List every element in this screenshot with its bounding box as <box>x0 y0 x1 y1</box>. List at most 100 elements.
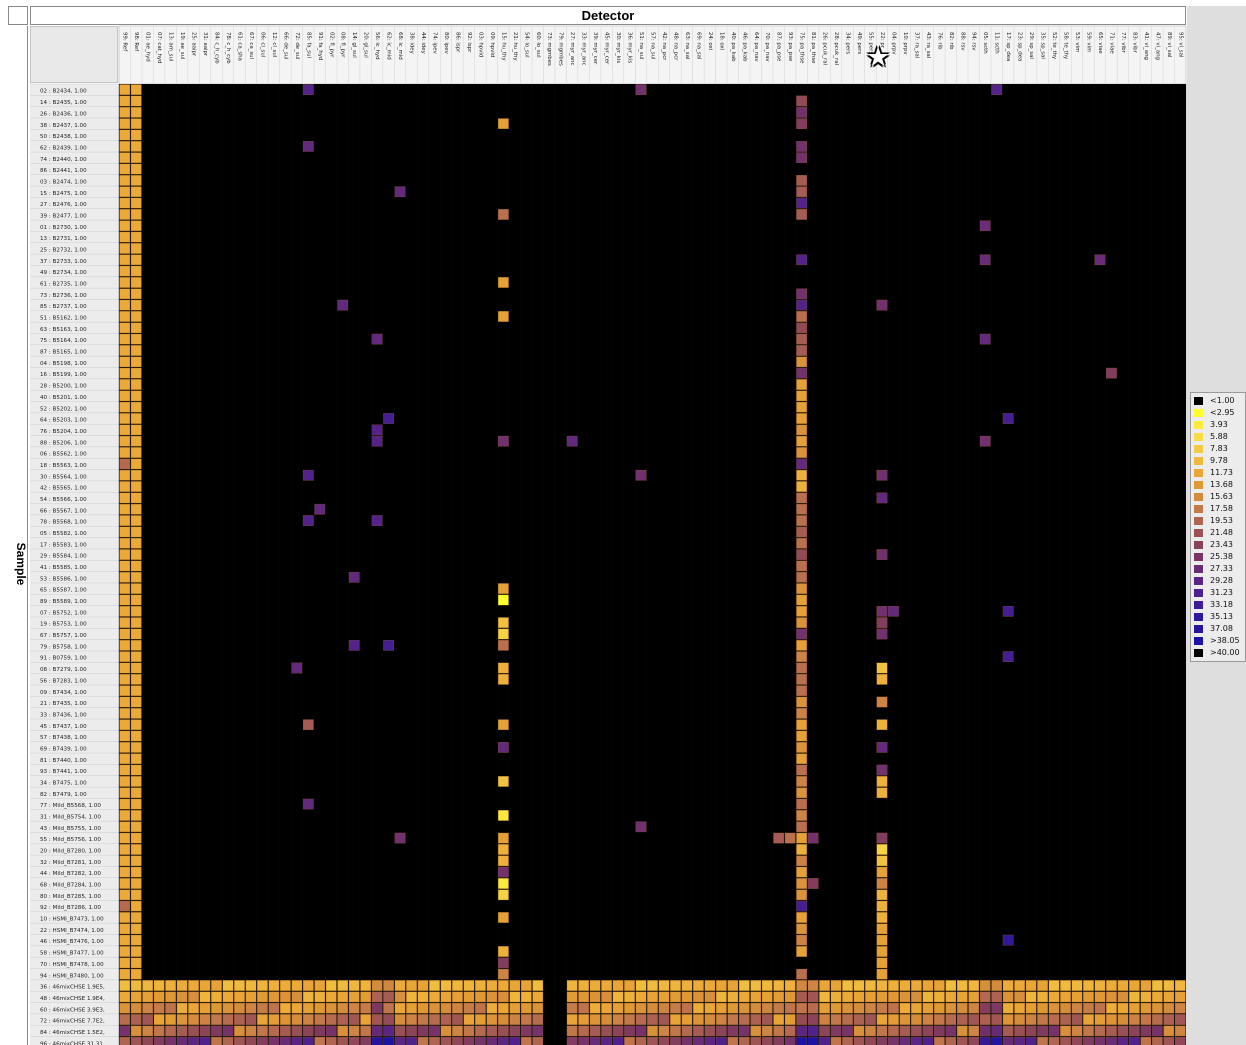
heatmap-cell <box>980 255 990 265</box>
heatmap-cell <box>326 1037 336 1045</box>
heatmap-cell <box>1152 1003 1162 1013</box>
heatmap-cell <box>1060 1026 1070 1036</box>
column-label: 54: lo_sul <box>523 32 529 58</box>
heatmap-cell <box>991 980 1001 990</box>
heatmap-cell <box>1060 992 1070 1002</box>
heatmap-cell <box>188 1003 198 1013</box>
column-label: 79: mgmbes <box>558 32 564 66</box>
heatmap-cell <box>900 1026 910 1036</box>
heatmap-cell <box>315 1037 325 1045</box>
heatmap-cell <box>1083 980 1093 990</box>
legend-entry: <2.95 <box>1194 408 1246 418</box>
heatmap-cell <box>131 1003 141 1013</box>
heatmap-cell <box>498 969 508 979</box>
heatmap-cell <box>372 1026 382 1036</box>
row-label: 53 : B5586, 1.00 <box>40 576 87 582</box>
heatmap-cell <box>796 980 806 990</box>
column-label: 58: te_thy <box>1063 32 1069 60</box>
heatmap-cell <box>796 470 806 480</box>
heatmap-background <box>119 84 1186 1045</box>
heatmap-cell <box>120 198 130 208</box>
heatmap-cell <box>1141 1014 1151 1024</box>
heatmap-cell <box>796 901 806 911</box>
heatmap-cell <box>120 436 130 446</box>
legend-swatch <box>1194 481 1203 489</box>
heatmap-cell <box>120 708 130 718</box>
heatmap-cell <box>315 980 325 990</box>
heatmap-cell <box>636 1003 646 1013</box>
heatmap-cell <box>131 413 141 423</box>
legend-label: <2.95 <box>1210 408 1235 418</box>
heatmap-cell <box>120 946 130 956</box>
legend-swatch <box>1194 469 1203 477</box>
row-label: 88 : B5206, 1.00 <box>40 440 87 446</box>
heatmap-cell <box>131 323 141 333</box>
heatmap-cell <box>1003 935 1013 945</box>
column-label: 25: aaipr <box>191 32 197 57</box>
heatmap-cell <box>796 708 806 718</box>
heatmap-cell <box>498 1026 508 1036</box>
heatmap-cell <box>1049 1014 1059 1024</box>
heatmap-cell <box>854 980 864 990</box>
heatmap-cell <box>796 311 806 321</box>
heatmap-cell <box>796 175 806 185</box>
heatmap-cell <box>441 980 451 990</box>
heatmap-cell <box>877 1026 887 1036</box>
column-label: 98: Ref <box>133 32 139 51</box>
heatmap-cell <box>796 368 806 378</box>
heatmap-cell <box>120 992 130 1002</box>
heatmap-cell <box>234 1003 244 1013</box>
heatmap-cell <box>120 901 130 911</box>
heatmap-cell <box>1106 368 1116 378</box>
heatmap-cell <box>716 992 726 1002</box>
row-label: 89 : B5589, 1.00 <box>40 599 87 605</box>
heatmap-cell <box>785 1026 795 1036</box>
heatmap-cell <box>728 1026 738 1036</box>
legend-entry: >40.00 <box>1194 648 1246 658</box>
heatmap-cell <box>120 878 130 888</box>
legend-label: 19.53 <box>1210 516 1233 526</box>
heatmap-cell <box>877 867 887 877</box>
heatmap-cell <box>131 481 141 491</box>
heatmap-cell <box>131 583 141 593</box>
column-label: 10: prpv <box>902 32 908 55</box>
column-label: 94: rsv <box>971 32 977 51</box>
heatmap-cell <box>796 107 806 117</box>
heatmap-cell <box>475 992 485 1002</box>
heatmap-cell <box>1175 1003 1185 1013</box>
heatmap-cell <box>131 561 141 571</box>
heatmap-cell <box>670 1014 680 1024</box>
heatmap-cell <box>716 1037 726 1045</box>
legend-entry: >38.05 <box>1194 636 1246 646</box>
heatmap-cell <box>888 980 898 990</box>
heatmap-cell <box>716 1014 726 1024</box>
heatmap-cell <box>831 1014 841 1024</box>
heatmap-cell <box>796 323 806 333</box>
row-label: 30 : B5564, 1.00 <box>40 474 87 480</box>
heatmap-cell <box>131 572 141 582</box>
heatmap-cell <box>395 1003 405 1013</box>
legend-label: >38.05 <box>1210 636 1240 646</box>
heatmap-cell <box>475 1026 485 1036</box>
heatmap-cell <box>131 504 141 514</box>
heatmap-cell <box>372 992 382 1002</box>
heatmap-cell <box>269 980 279 990</box>
heatmap-cell <box>120 289 130 299</box>
heatmap-cell <box>418 1014 428 1024</box>
legend-entry: 23.43 <box>1194 540 1246 550</box>
row-label: 61 : B2735, 1.00 <box>40 282 87 288</box>
heatmap-cell <box>510 992 520 1002</box>
heatmap-cell <box>877 742 887 752</box>
heatmap-cell <box>693 980 703 990</box>
heatmap-cell <box>980 980 990 990</box>
row-label: 03 : B2474, 1.00 <box>40 179 87 185</box>
legend-entry: 7.83 <box>1194 444 1246 454</box>
heatmap-cell <box>1037 1014 1047 1024</box>
heatmap-cell <box>131 742 141 752</box>
row-label: 05 : B5582, 1.00 <box>40 531 87 537</box>
heatmap-cell <box>269 1037 279 1045</box>
heatmap-cell <box>303 1014 313 1024</box>
column-label: 17: sp_dea <box>1005 32 1011 61</box>
heatmap-cell <box>349 640 359 650</box>
heatmap-cell <box>911 992 921 1002</box>
